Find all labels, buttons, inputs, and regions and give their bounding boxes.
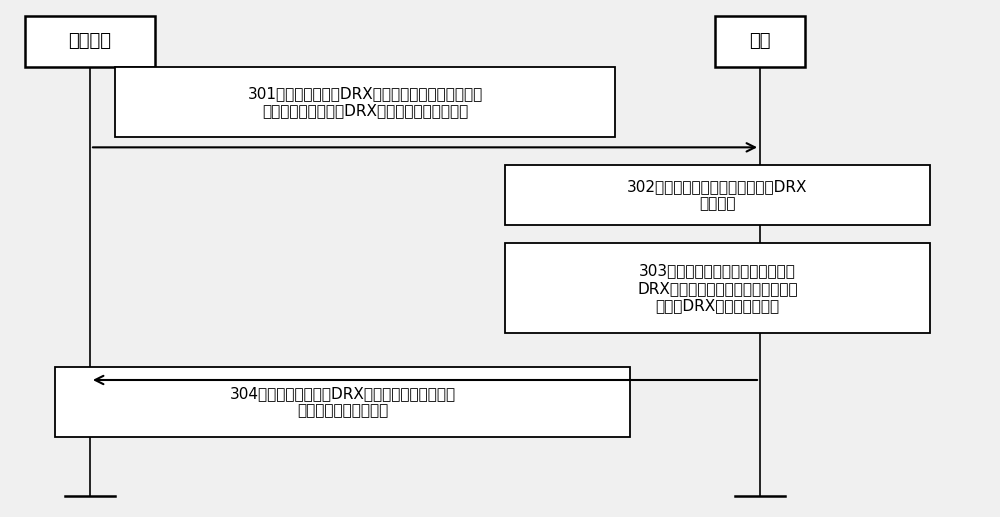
Text: 基站: 基站	[749, 33, 771, 50]
FancyBboxPatch shape	[55, 367, 630, 437]
Text: 304，响应于执行更新DRX配置参数的操作，向用
户终端发送新的索引值: 304，响应于执行更新DRX配置参数的操作，向用 户终端发送新的索引值	[229, 386, 456, 418]
Text: 用户终端: 用户终端	[68, 33, 112, 50]
Text: 301向基站发送更新DRX配置参数的请求消息，包含
用户终端优选的一组DRX配置参数对应的索引值: 301向基站发送更新DRX配置参数的请求消息，包含 用户终端优选的一组DRX配置…	[247, 86, 483, 118]
Text: 302根据索引值，获取优选的一组DRX
配置参数: 302根据索引值，获取优选的一组DRX 配置参数	[627, 179, 808, 211]
FancyBboxPatch shape	[505, 243, 930, 333]
FancyBboxPatch shape	[25, 16, 155, 67]
FancyBboxPatch shape	[115, 67, 615, 137]
FancyBboxPatch shape	[505, 165, 930, 225]
FancyBboxPatch shape	[715, 16, 805, 67]
Text: 303根据网络侧状态以及优选的一组
DRX配置参数的参数值，确定是否执
行更新DRX配置参数的操作: 303根据网络侧状态以及优选的一组 DRX配置参数的参数值，确定是否执 行更新D…	[637, 263, 798, 313]
